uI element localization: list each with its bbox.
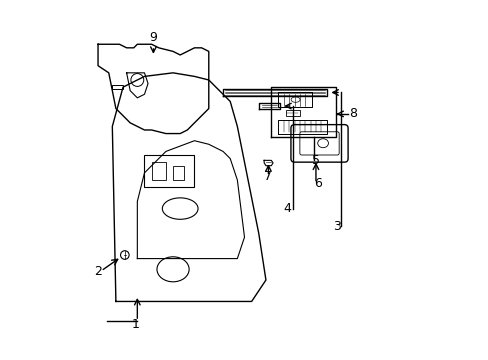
Bar	[285, 110, 299, 116]
Text: 6: 6	[313, 177, 321, 190]
Bar	[173, 166, 183, 180]
Text: 4: 4	[283, 202, 291, 215]
Text: 1: 1	[131, 318, 139, 331]
Text: 8: 8	[348, 107, 356, 120]
Text: 7: 7	[263, 170, 271, 183]
Bar	[151, 162, 165, 180]
Text: 5: 5	[311, 154, 319, 167]
Bar	[112, 85, 123, 89]
Text: 3: 3	[333, 220, 341, 233]
Text: 9: 9	[149, 31, 157, 44]
Text: 2: 2	[94, 265, 102, 278]
Bar	[144, 155, 194, 187]
